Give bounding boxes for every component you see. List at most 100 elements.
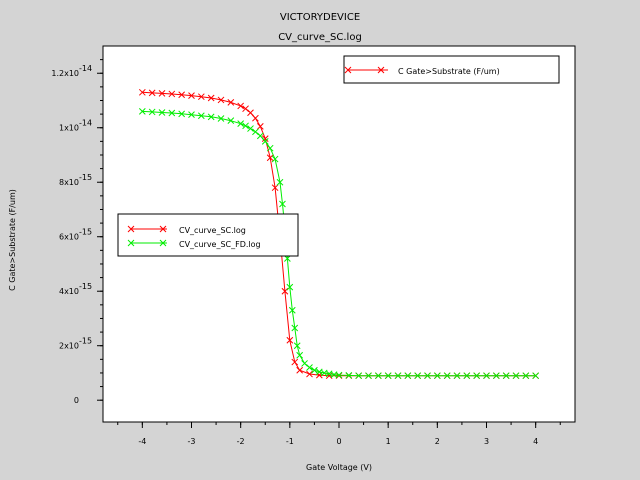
- series-0-point-20: [286, 336, 294, 344]
- series-1-point-25: [293, 342, 301, 350]
- legend-series: CV_curve_SC.log CV_curve_SC_FD.log: [117, 213, 299, 257]
- y-tick-exponent-6: -14: [79, 64, 92, 73]
- series-0-point-6: [197, 93, 205, 101]
- series-1-point-15: [261, 138, 269, 145]
- series-0-point-9: [227, 99, 235, 106]
- series-0-point-10: [237, 102, 245, 110]
- series-0-point-15: [261, 135, 269, 142]
- series-0-point-16: [266, 154, 274, 162]
- y-tick-exponent-1: -15: [79, 337, 92, 346]
- legend-series-marker-1a: [127, 225, 135, 233]
- legend-series-box: [117, 213, 299, 257]
- series-1-point-49: [483, 372, 490, 380]
- series-1-point-36: [355, 372, 363, 380]
- y-tick-exponent-4: -15: [79, 173, 92, 182]
- x-tick-label-2: -2: [237, 437, 245, 446]
- series-1-point-1: [148, 108, 156, 116]
- series-1-point-11: [242, 122, 249, 130]
- y-tick-label-4: 8x10: [59, 178, 79, 187]
- series-0-point-8: [217, 96, 225, 104]
- x-tick-label-0: -4: [138, 437, 146, 446]
- legend-series-label-1: CV_curve_SC.log: [179, 226, 246, 235]
- legend-series-marker-2b: [159, 239, 167, 247]
- series-0-point-22: [296, 366, 304, 374]
- legend-series-marker-2a: [127, 239, 135, 247]
- series-1-point-6: [197, 112, 205, 120]
- series-1-point-3: [168, 109, 176, 117]
- series-1-point-14: [256, 132, 264, 140]
- series-1-point-35: [345, 372, 353, 379]
- series-1-point-8: [217, 115, 225, 122]
- x-tick-label-8: 4: [533, 437, 538, 446]
- legend-series-label-2: CV_curve_SC_FD.log: [179, 240, 261, 249]
- series-1-point-39: [384, 372, 392, 380]
- legend-top-marker-left: [344, 66, 352, 74]
- series-0-point-1: [148, 89, 156, 97]
- series-1-point-18: [276, 178, 284, 186]
- series-1-point-17: [271, 155, 279, 163]
- series-1-point-16: [266, 144, 274, 152]
- series-1-point-45: [443, 372, 451, 380]
- x-axis-label: Gate Voltage (V): [306, 463, 372, 472]
- y-tick-label-0: 0: [74, 396, 79, 405]
- x-tick-label-1: -3: [188, 437, 196, 446]
- series-0-point-7: [207, 94, 215, 102]
- window-title: VICTORYDEVICE: [279, 12, 361, 23]
- x-tick-label-5: 1: [386, 437, 391, 446]
- series-1-point-44: [433, 372, 441, 380]
- series-1-point-42: [414, 372, 422, 380]
- series-1-point-26: [296, 351, 304, 359]
- series-1-point-50: [492, 372, 500, 380]
- series-1-point-54: [532, 372, 540, 380]
- x-tick-label-6: 2: [435, 437, 440, 446]
- series-0-point-17: [271, 184, 279, 192]
- series-1-point-47: [463, 372, 471, 380]
- series-1-point-53: [522, 372, 530, 380]
- y-tick-label-3: 6x10: [59, 233, 79, 242]
- x-ticks: -4 -3 -2 -1 0 1 2 3 4: [117, 422, 561, 446]
- series-1-point-19: [279, 200, 286, 208]
- y-tick-exponent-5: -14: [79, 119, 92, 128]
- x-tick-label-7: 3: [484, 437, 489, 446]
- series-1-point-40: [394, 372, 402, 380]
- y-axis-label: C Gate>Substrate (F/um): [8, 189, 17, 291]
- series-1-point-24: [291, 324, 299, 332]
- series-1-point-5: [188, 111, 195, 119]
- y-tick-exponent-2: -15: [79, 282, 92, 291]
- x-tick-label-3: -1: [286, 437, 294, 446]
- series-1-point-30: [315, 368, 323, 376]
- series-1-point-38: [374, 372, 382, 380]
- series-0-point-12: [247, 109, 254, 117]
- series-1-point-2: [158, 109, 166, 116]
- legend-top-marker-right: [377, 66, 385, 74]
- series-0-point-4: [178, 91, 186, 99]
- legend-top: C Gate>Substrate (F/um): [343, 55, 560, 84]
- y-tick-label-5: 1x10: [59, 124, 79, 133]
- x-tick-label-4: 0: [336, 437, 341, 446]
- series-1-point-37: [365, 372, 372, 380]
- y-tick-label-1: 2x10: [59, 342, 79, 351]
- series-1-point-28: [306, 364, 313, 371]
- series-0-point-5: [188, 92, 195, 99]
- series-1-point-41: [404, 372, 412, 380]
- series-0-point-11: [242, 105, 249, 113]
- series-1-point-43: [424, 372, 431, 380]
- series-1-point-13: [252, 128, 259, 136]
- series-1-point-51: [502, 372, 510, 380]
- series-layer: [138, 88, 540, 380]
- series-1-point-29: [311, 366, 318, 374]
- series-0-point-21: [291, 358, 299, 366]
- series-1-point-4: [178, 110, 186, 118]
- series-1-point-0: [138, 108, 146, 115]
- series-1-point-7: [207, 113, 215, 121]
- series-1-point-12: [247, 125, 254, 132]
- series-0-point-13: [252, 114, 259, 122]
- series-1-point-22: [286, 283, 294, 291]
- series-1-point-48: [473, 372, 481, 380]
- series-0-point-2: [158, 90, 166, 97]
- y-tick-label-6: 1.2x10: [51, 69, 79, 78]
- series-1-point-9: [227, 117, 235, 125]
- series-0-point-23: [306, 370, 313, 378]
- y-tick-label-2: 4x10: [59, 287, 79, 296]
